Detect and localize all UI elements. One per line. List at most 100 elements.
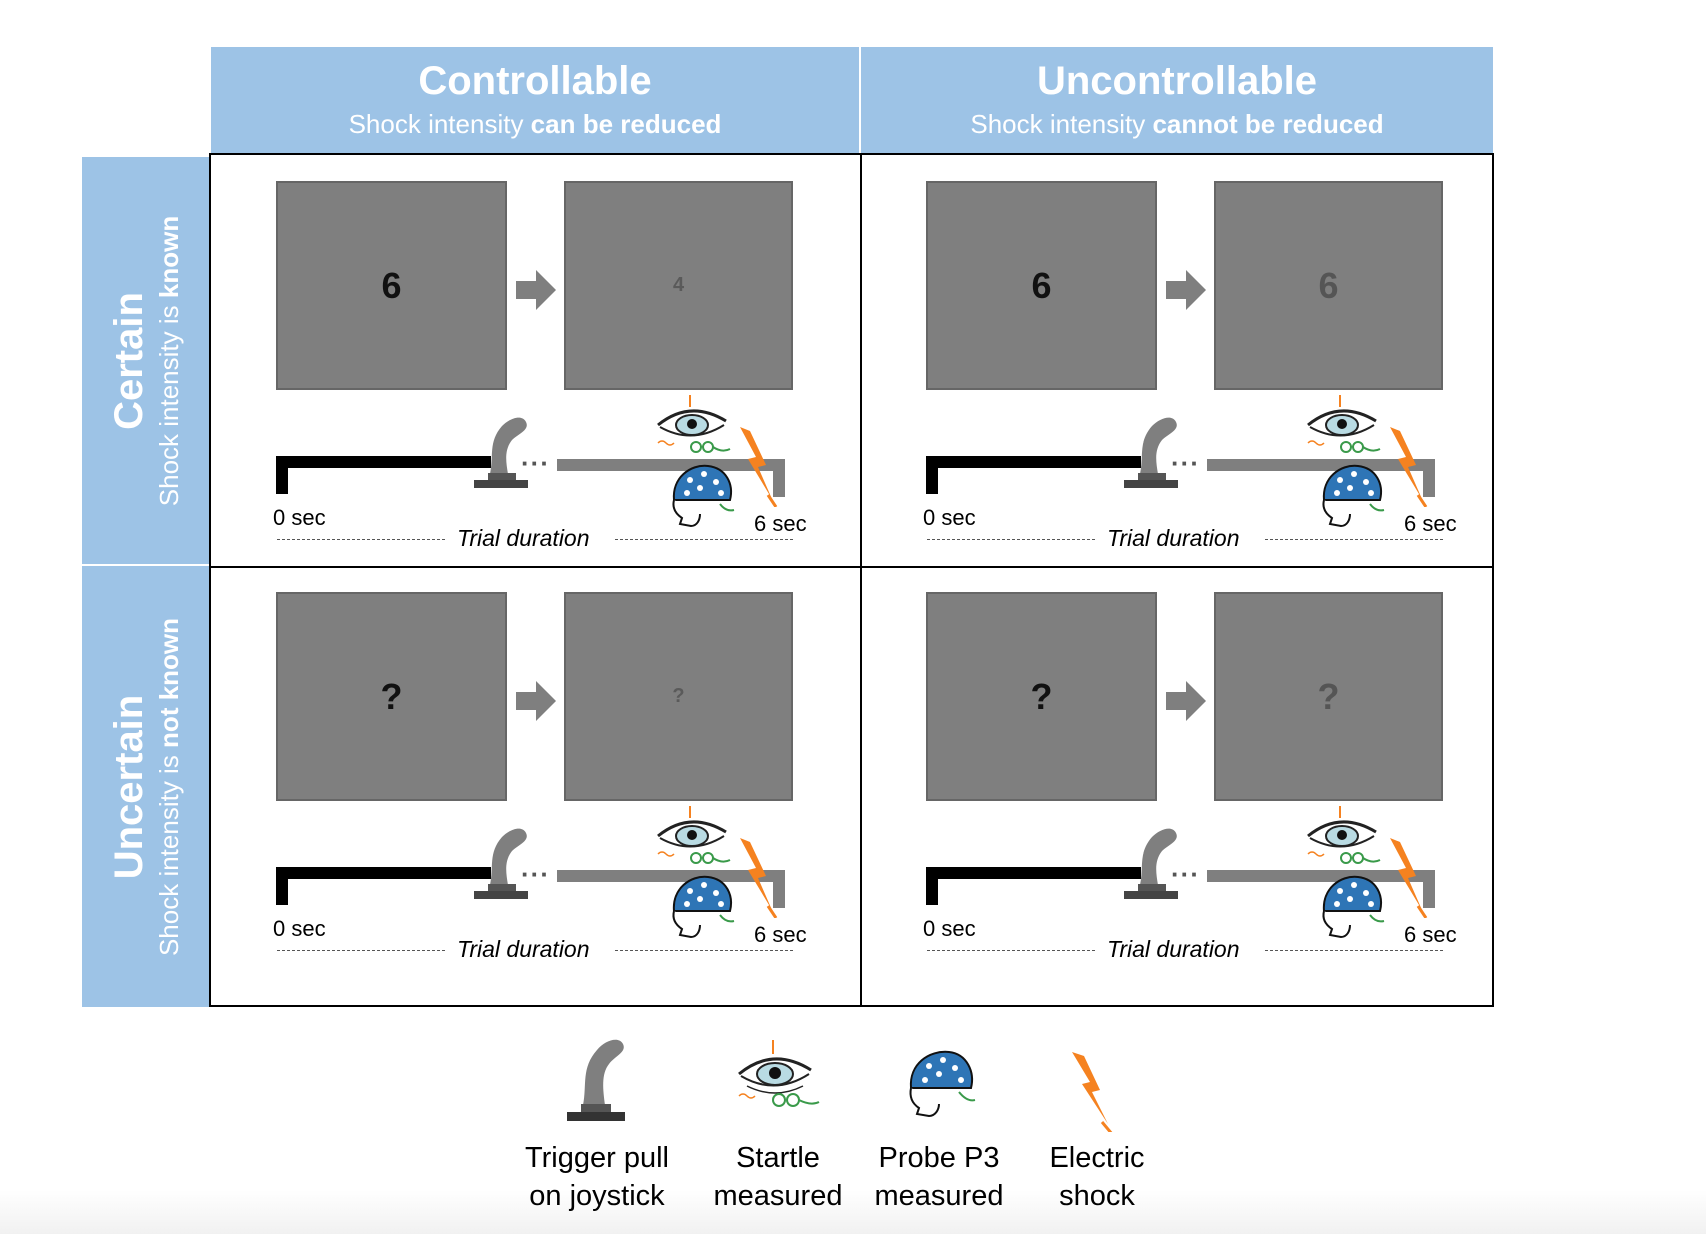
- duration-dashed-line: [277, 950, 445, 951]
- joystick-icon: [466, 821, 536, 908]
- eye-icon: [1304, 806, 1382, 881]
- eye-icon: [1304, 395, 1382, 470]
- row-subtitle: Shock intensity is known: [152, 215, 186, 505]
- lightning-bolt-icon: [734, 427, 784, 512]
- eeg-cap-icon: [664, 460, 736, 537]
- second-screen-value: 4: [672, 274, 685, 296]
- row-header-certain: Certain Shock intensity is known: [82, 157, 210, 564]
- legend-label: Electric shock: [1012, 1139, 1182, 1215]
- legend-line-2: shock: [1059, 1180, 1135, 1212]
- legend-line-2: measured: [874, 1180, 1004, 1212]
- timeline-end-tick: [773, 459, 785, 497]
- subtitle-bold: cannot be reduced: [1152, 109, 1384, 139]
- ellipsis: ···: [1171, 448, 1200, 478]
- condition-cell: 6 6 ··· 0 sec 6 sec Trial duration: [861, 155, 1506, 564]
- legend-label: Startle measured: [693, 1139, 863, 1215]
- condition-cell: ?? ··· 0 sec 6 sec Trial duration: [861, 566, 1506, 975]
- column-header-uncontrollable: Uncontrollable Shock intensity cannot be…: [861, 47, 1493, 153]
- eye-icon: [693, 1040, 863, 1125]
- duration-dashed-line: [615, 539, 793, 540]
- legend-startle: Startle measured: [693, 1040, 863, 1215]
- timeline-end-tick: [1423, 459, 1435, 497]
- condition-cell: 6 4 ··· 0 sec 6 sec Trial duration: [211, 155, 856, 564]
- subtitle-text: Shock intensity: [970, 109, 1153, 139]
- column-subtitle: Shock intensity cannot be reduced: [861, 107, 1493, 141]
- second-screen-value: ?: [672, 685, 685, 707]
- eeg-cap-icon: [664, 871, 736, 948]
- row-header-text: Uncertain Shock intensity is not known: [106, 617, 186, 955]
- row-header-uncertain: Uncertain Shock intensity is not known: [82, 566, 210, 1007]
- arrow-right-icon: [516, 268, 558, 317]
- duration-dashed-line: [615, 950, 793, 951]
- joystick-icon: [466, 410, 536, 497]
- page-bottom-fade: [0, 1190, 1706, 1234]
- timeline-end-label: 6 sec: [1404, 511, 1457, 536]
- trial-duration-label: Trial duration: [457, 936, 590, 962]
- timeline-black-bar: [276, 456, 491, 468]
- second-screen: ?: [1214, 592, 1443, 801]
- joystick-icon: [1116, 821, 1186, 908]
- trial-duration-label: Trial duration: [457, 525, 590, 551]
- eeg-cap-icon: [854, 1040, 1024, 1125]
- timeline-start-tick: [276, 867, 288, 905]
- eeg-cap-icon: [1314, 460, 1386, 537]
- column-header-controllable: Controllable Shock intensity can be redu…: [211, 47, 859, 153]
- timeline-start-label: 0 sec: [923, 505, 976, 530]
- trial-duration-label: Trial duration: [1107, 525, 1240, 551]
- legend-line-2: on joystick: [529, 1180, 665, 1212]
- lightning-bolt-icon: [734, 838, 784, 923]
- duration-dashed-line: [927, 539, 1095, 540]
- lightning-bolt-icon: [1012, 1040, 1182, 1132]
- arrow-right-icon: [1166, 268, 1208, 317]
- legend-line-1: Electric: [1049, 1142, 1145, 1174]
- timeline-start-tick: [926, 867, 938, 905]
- column-title: Uncontrollable: [1036, 59, 1318, 103]
- subtitle-bold: known: [154, 215, 184, 298]
- ellipsis: ···: [521, 448, 550, 478]
- condition-grid: [209, 153, 1494, 1007]
- subtitle-bold: not known: [154, 617, 184, 748]
- timeline-black-bar: [926, 456, 1141, 468]
- second-screen-value: ?: [1317, 675, 1340, 717]
- joystick-icon: [1116, 410, 1186, 497]
- legend-shock: Electric shock: [1012, 1040, 1182, 1215]
- legend-line-1: Startle: [736, 1142, 820, 1174]
- first-screen-value: 6: [381, 264, 402, 306]
- header-divider: [859, 47, 861, 153]
- condition-cell: ?? ··· 0 sec 6 sec Trial duration: [211, 566, 856, 975]
- grid-divider-horizontal: [211, 566, 1492, 568]
- row-title: Uncertain: [107, 694, 151, 879]
- legend-joystick: Trigger pull on joystick: [512, 1039, 682, 1215]
- duration-dashed-line: [277, 539, 445, 540]
- legend-label: Trigger pull on joystick: [512, 1139, 682, 1215]
- timeline-gray-bar: [557, 870, 785, 882]
- trial-duration-label: Trial duration: [1107, 936, 1240, 962]
- second-screen-value: 6: [1318, 264, 1339, 306]
- timeline-black-bar: [926, 867, 1141, 879]
- duration-dashed-line: [927, 950, 1095, 951]
- row-title: Certain: [107, 291, 151, 430]
- timeline-start-label: 0 sec: [273, 505, 326, 530]
- grid-divider-vertical: [860, 155, 862, 1005]
- ellipsis: ···: [521, 859, 550, 889]
- second-screen: ?: [564, 592, 793, 801]
- timeline-start-tick: [926, 456, 938, 494]
- arrow-right-icon: [516, 679, 558, 728]
- joystick-icon: [512, 1039, 682, 1125]
- row-subtitle: Shock intensity is not known: [152, 617, 186, 955]
- eye-icon: [654, 395, 732, 470]
- legend-probe-p3: Probe P3 measured: [854, 1040, 1024, 1215]
- timeline-gray-bar: [1207, 459, 1435, 471]
- timeline-end-label: 6 sec: [754, 922, 807, 947]
- legend-line-1: Trigger pull: [525, 1142, 669, 1174]
- second-screen: 6: [1214, 181, 1443, 390]
- first-screen: ?: [276, 592, 507, 801]
- eye-icon: [654, 806, 732, 881]
- eeg-cap-icon: [1314, 871, 1386, 948]
- column-title: Controllable: [418, 59, 652, 103]
- timeline-gray-bar: [1207, 870, 1435, 882]
- duration-dashed-line: [1265, 950, 1443, 951]
- first-screen-value: 6: [1031, 264, 1052, 306]
- subtitle-text: Shock intensity is: [154, 747, 184, 956]
- duration-dashed-line: [1265, 539, 1443, 540]
